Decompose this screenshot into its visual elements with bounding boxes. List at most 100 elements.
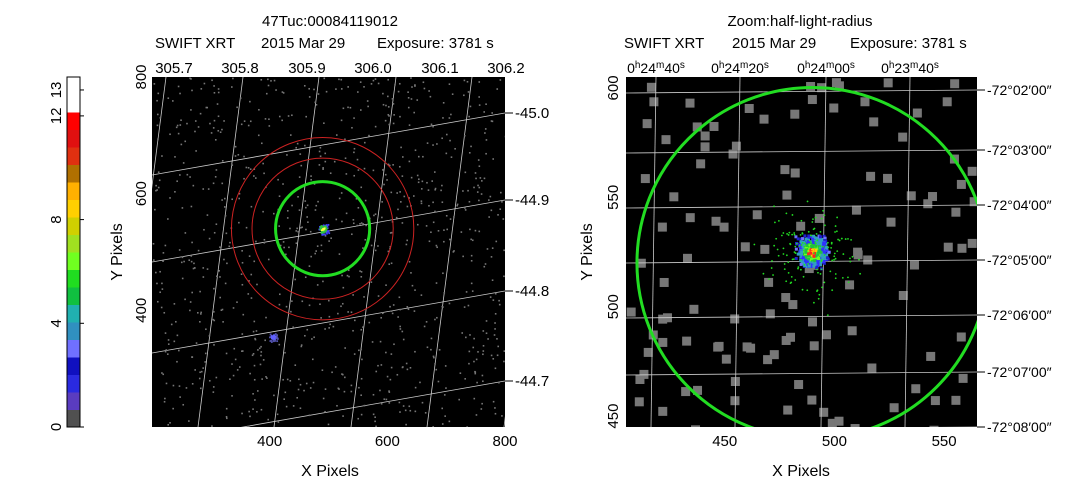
photon-event [301,300,304,303]
photon-event [374,125,377,128]
photon-event [414,289,416,291]
photon-event [478,104,481,106]
photon-event [318,150,321,153]
photon-event [249,100,251,103]
photon-event [282,241,285,243]
photon-event [200,311,202,314]
photon-event [387,113,390,116]
photon-event [387,250,390,253]
event-block [845,280,855,290]
photon-event [233,347,236,350]
photon-event [387,95,389,98]
event-dot [818,293,821,296]
event-block [731,141,741,151]
photon-event [161,372,163,374]
event-block [626,307,636,317]
photon-event [189,309,191,312]
photon-event [398,296,401,299]
photon-event [407,97,410,99]
event-block [661,135,671,145]
photon-event [215,275,218,278]
photon-event [496,354,499,357]
photon-event [221,128,223,131]
photon-event [194,369,196,371]
photon-event [210,132,213,134]
photon-event [299,407,302,410]
event-block [796,221,806,231]
photon-event [289,227,291,230]
photon-event [496,338,498,340]
event-dot [813,227,816,230]
photon-event [330,237,332,240]
photon-event [250,297,253,299]
photon-event [202,188,205,190]
event-dot [840,237,843,240]
photon-event [489,296,492,298]
photon-event [252,408,254,410]
photon-event [208,237,211,240]
colorbar-cell [67,112,80,130]
event-block [692,122,702,132]
photon-event [248,280,250,282]
photon-event [504,135,505,138]
event-dot [801,242,804,244]
photon-event [430,123,433,126]
photon-event [430,337,433,340]
event-dot [773,244,776,247]
photon-event [253,378,256,381]
photon-event [285,305,288,308]
event-block [969,197,977,207]
photon-event [353,353,356,355]
photon-event [474,370,476,373]
event-dot [850,238,853,241]
photon-event [212,386,215,388]
event-dot [786,232,788,235]
photon-event [252,330,255,333]
photon-event [167,97,170,99]
photon-event [252,352,255,355]
event-dot [833,252,836,255]
photon-event [466,426,468,427]
event-dot [816,268,818,271]
photon-event [391,312,394,315]
photon-event [297,196,299,198]
photon-event [315,250,318,252]
photon-event [442,306,444,308]
photon-event [346,274,349,277]
event-block [685,213,695,223]
event-dot [753,243,756,246]
event-dot [790,276,793,278]
photon-event [380,316,382,319]
photon-event [362,326,364,328]
photon-event [491,279,494,282]
event-dot [799,268,802,271]
event-dot [783,263,786,265]
photon-event [366,100,369,102]
photon-event [232,77,234,80]
photon-event [286,378,289,381]
photon-event [202,276,205,278]
event-block [646,82,656,92]
event-block [693,385,703,395]
photon-event [370,244,373,247]
photon-event [314,101,317,104]
photon-event [475,414,478,416]
event-block [659,277,669,287]
photon-event [483,111,485,113]
y-tick-label: 550 [605,185,622,210]
event-block [911,384,921,394]
dec-tick-label: -72°03′00″ [987,142,1052,158]
photon-event [308,87,310,90]
event-dot [837,238,839,241]
photon-event [356,224,359,227]
left-x-axis-label: X Pixels [301,463,359,480]
event-dot [810,259,813,262]
photon-event [321,369,324,372]
event-dot [797,267,799,270]
photon-event [444,415,446,417]
photon-event [490,256,493,258]
photon-event [167,423,170,426]
photon-event [316,284,319,286]
right-date: 2015 Mar 29 [732,35,816,52]
photon-event [495,240,498,243]
